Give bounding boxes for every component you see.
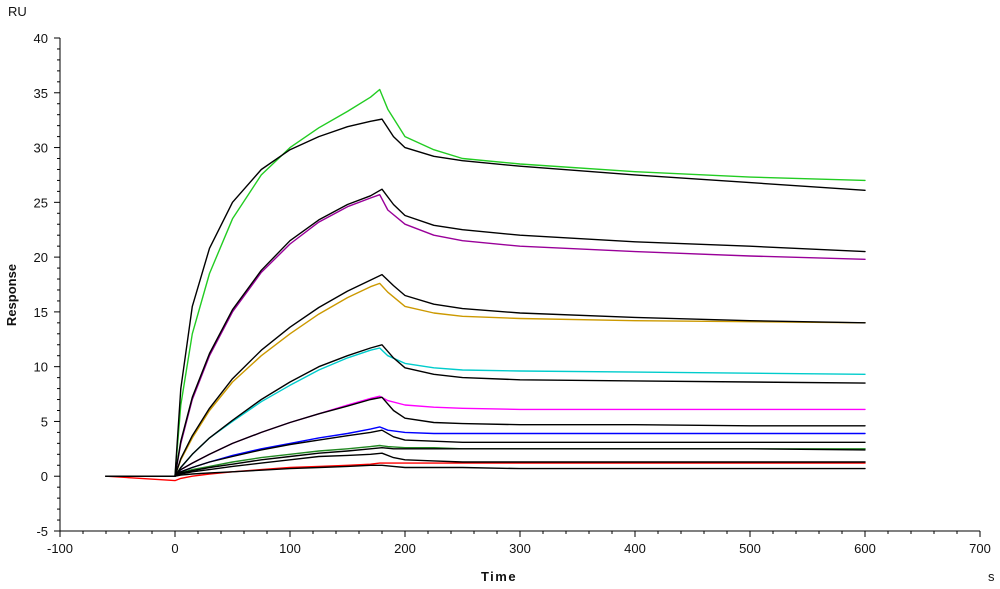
response-curve-14	[105, 462, 866, 482]
x-tick-label: 500	[739, 541, 761, 556]
x-tick-label: 300	[509, 541, 531, 556]
y-tick-label: 40	[34, 31, 48, 46]
y-tick-label: 10	[34, 360, 48, 375]
y-tick-label: 30	[34, 141, 48, 156]
x-unit-label: s	[988, 569, 995, 584]
y-tick-label: -5	[36, 524, 48, 539]
response-curve-0	[105, 88, 866, 477]
x-tick-label: 700	[969, 541, 991, 556]
y-tick-label: 35	[34, 86, 48, 101]
x-tick-label: 100	[279, 541, 301, 556]
y-tick-label: 20	[34, 250, 48, 265]
fit-curve-1	[105, 118, 866, 477]
x-tick-label: 200	[394, 541, 416, 556]
y-tick-label: 15	[34, 305, 48, 320]
x-tick-label: 0	[171, 541, 178, 556]
series-layer	[105, 88, 866, 482]
fit-curve-9	[105, 396, 866, 477]
fit-curve-7	[105, 344, 866, 477]
fit-curve-5	[105, 273, 866, 477]
axis-labels: RU Response Time s	[4, 4, 995, 584]
y-tick-label: 5	[41, 414, 48, 429]
axes: -100 0 100 200 300 400 500 600 700 -5 0 5 10 15 20 25 30…	[34, 31, 991, 556]
response-curve-4	[105, 282, 866, 477]
fit-curve-11	[105, 429, 866, 477]
x-tick-label: -100	[47, 541, 73, 556]
response-curve-6	[105, 347, 866, 477]
x-tick-label: 600	[854, 541, 876, 556]
y-axis-title: Response	[4, 264, 19, 326]
y-tick-label: 25	[34, 195, 48, 210]
fit-curve-15	[105, 452, 866, 477]
fit-curve-3	[105, 188, 866, 477]
y-unit-label: RU	[8, 4, 27, 19]
response-curve-2	[105, 193, 866, 477]
x-axis-title: Time	[481, 569, 517, 584]
y-tick-label: 0	[41, 469, 48, 484]
fit-curve-13	[105, 447, 866, 477]
x-tick-label: 400	[624, 541, 646, 556]
fit-curve-16	[105, 464, 866, 477]
